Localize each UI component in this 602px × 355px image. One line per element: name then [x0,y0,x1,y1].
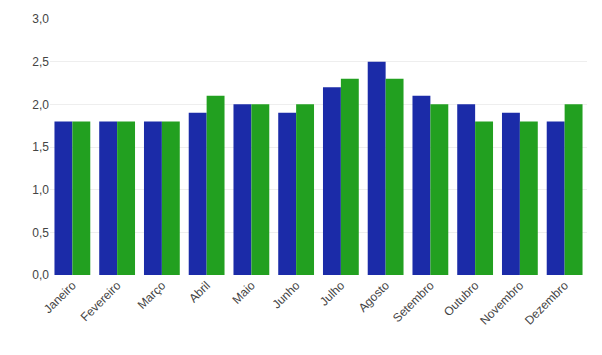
svg-text:1,0: 1,0 [32,183,49,197]
svg-text:Junho: Junho [269,278,302,311]
svg-text:0,5: 0,5 [32,226,49,240]
svg-text:Outubro: Outubro [441,278,482,319]
svg-text:Setembro: Setembro [390,278,437,325]
svg-text:Maio: Maio [229,278,258,307]
svg-text:Dezembro: Dezembro [522,278,571,327]
svg-text:2,0: 2,0 [32,98,49,112]
svg-text:3,0: 3,0 [32,12,49,26]
svg-text:Fevereiro: Fevereiro [78,278,124,324]
svg-text:Março: Março [135,278,169,312]
svg-text:Abril: Abril [186,278,213,305]
svg-text:Novembro: Novembro [477,278,526,327]
svg-text:0,0: 0,0 [32,268,49,282]
svg-text:Janeiro: Janeiro [41,278,79,316]
svg-text:1,5: 1,5 [32,140,49,154]
svg-text:Agosto: Agosto [356,278,393,315]
svg-text:Julho: Julho [317,278,347,308]
svg-text:2,5: 2,5 [32,55,49,69]
